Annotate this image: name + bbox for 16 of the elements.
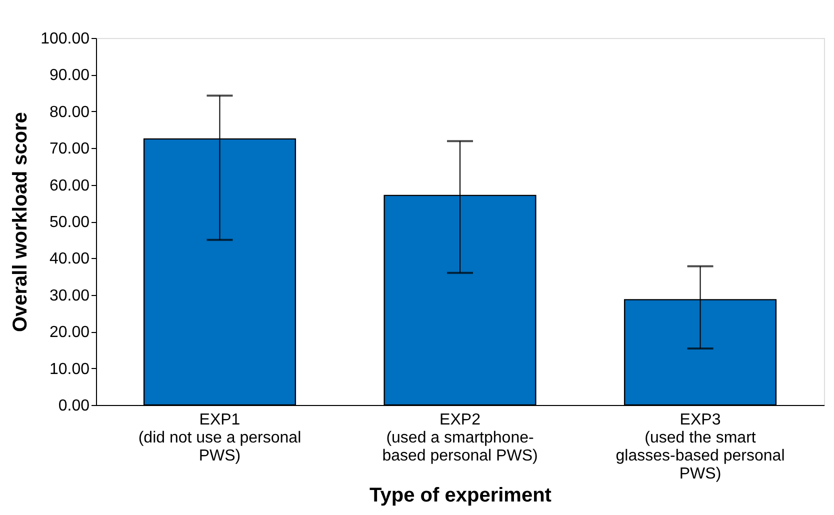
y-tick-label: 80.00 bbox=[49, 104, 90, 121]
y-tick-label: 0.00 bbox=[58, 398, 90, 414]
y-tick-label: 30.00 bbox=[49, 287, 90, 304]
y-tick-label: 50.00 bbox=[49, 214, 90, 231]
y-axis-title: Overall workload score bbox=[10, 112, 32, 332]
x-tick-label: EXP1 (did not use a personal PWS) bbox=[138, 412, 302, 464]
x-tick-label: EXP3 (used the smart glasses-based personal PWS) bbox=[616, 412, 785, 482]
x-tick-label: EXP2 (used a smartphone- based personal PWS) bbox=[382, 412, 538, 464]
y-tick-label: 20.00 bbox=[49, 324, 90, 342]
y-tick-label: 90.00 bbox=[49, 67, 90, 84]
y-tick-label: 100.00 bbox=[40, 30, 90, 48]
y-tick-label: 10.00 bbox=[49, 360, 90, 378]
y-tick-label: 60.00 bbox=[49, 177, 90, 194]
x-axis-title: Type of experiment bbox=[370, 484, 552, 506]
y-tick-label: 40.00 bbox=[49, 250, 90, 268]
y-tick-label: 70.00 bbox=[49, 140, 90, 158]
